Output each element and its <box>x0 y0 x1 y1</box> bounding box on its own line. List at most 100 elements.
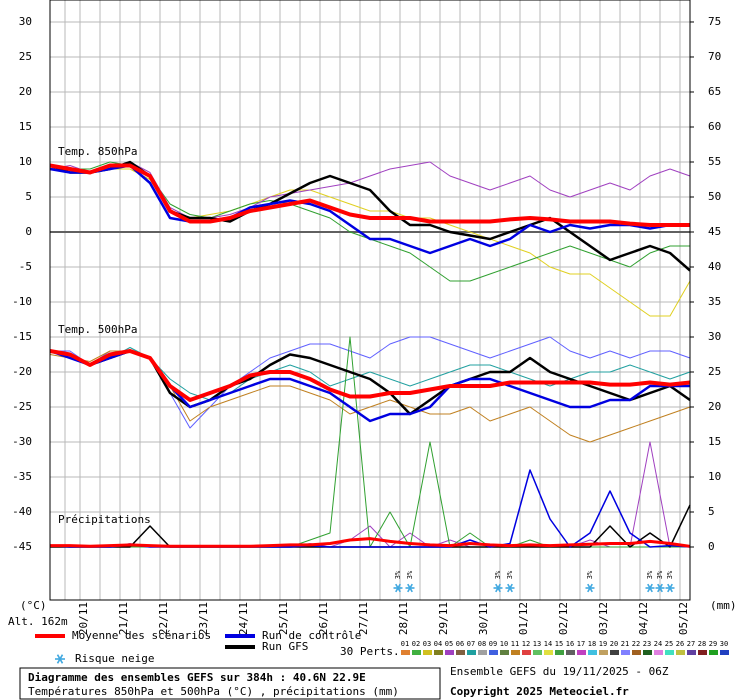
legend-label: Run de contrôle <box>262 629 361 642</box>
y-tick-label: 15 <box>19 120 32 133</box>
snowflake <box>655 583 665 593</box>
y-unit: (°C) <box>20 599 47 612</box>
snow-legend: Risque neige <box>75 652 154 665</box>
y2-unit: (mm) <box>710 599 737 612</box>
perturbation-swatch <box>632 650 641 655</box>
snowflake-arm <box>587 583 593 593</box>
perturbation-number: 03 <box>423 640 431 648</box>
perturbation-swatch <box>577 650 586 655</box>
x-tick-label: 20/11 <box>77 602 90 635</box>
title: Diagramme des ensembles GEFS sur 384h : … <box>28 671 366 684</box>
y-tick-label: -5 <box>19 260 32 273</box>
y2-tick-label: 65 <box>708 85 721 98</box>
snowflake-arm <box>407 583 413 593</box>
y2-tick-label: 5 <box>708 505 715 518</box>
y2-tick-label: 70 <box>708 50 721 63</box>
perturbation-swatch <box>489 650 498 655</box>
snowflake-arm <box>507 583 513 593</box>
perturbation-swatch <box>544 650 553 655</box>
y-tick-label: 10 <box>19 155 32 168</box>
perturbation-swatch <box>566 650 575 655</box>
subtitle: Températures 850hPa et 500hPa (°C) , pré… <box>28 685 399 698</box>
perturbation-number: 27 <box>687 640 695 648</box>
perturbation-swatch <box>610 650 619 655</box>
perturbation-number: 23 <box>643 640 651 648</box>
perturbation-number: 25 <box>665 640 673 648</box>
snowflake-arm <box>395 583 401 593</box>
snowflake <box>585 583 595 593</box>
annotation: Temp. 500hPa <box>58 323 137 336</box>
perturbation-number: 05 <box>445 640 453 648</box>
y-tick-label: -10 <box>12 295 32 308</box>
perturbation-number: 15 <box>555 640 563 648</box>
snow-risk-label: 3% <box>586 570 594 579</box>
y2-tick-label: 55 <box>708 155 721 168</box>
snowflake-arm <box>657 583 663 593</box>
legend-label: Run GFS <box>262 640 308 653</box>
x-tick-label: 30/11 <box>477 602 490 635</box>
annotation: Précipitations <box>58 513 151 526</box>
y2-tick-label: 25 <box>708 365 721 378</box>
perturbation-number: 28 <box>698 640 706 648</box>
snowflake-legend <box>55 654 65 664</box>
perturbation-number: 13 <box>533 640 541 648</box>
x-tick-label: 22/11 <box>157 602 170 635</box>
perturbation-swatch <box>698 650 707 655</box>
snow-risk-label: 3% <box>646 570 654 579</box>
perturbation-swatch <box>621 650 630 655</box>
snowflake <box>393 583 403 593</box>
y-tick-label: -25 <box>12 400 32 413</box>
run-info: Ensemble GEFS du 19/11/2025 - 06Z <box>450 665 669 678</box>
perturbation-number: 11 <box>511 640 519 648</box>
title-box <box>19 667 441 700</box>
perturbation-swatch <box>654 650 663 655</box>
snow-risk-label: 3% <box>666 570 674 579</box>
grid <box>50 0 690 600</box>
perturbation-number: 30 <box>720 640 728 648</box>
y2-tick-label: 40 <box>708 260 721 273</box>
perturbation-swatch <box>533 650 542 655</box>
series-line <box>49 164 690 255</box>
x-tick-label: 05/12 <box>677 602 690 635</box>
y2-tick-label: 60 <box>708 120 721 133</box>
perturbation-swatch <box>687 650 696 655</box>
altitude: Alt. 162m <box>8 615 68 628</box>
x-tick-label: 25/11 <box>277 602 290 635</box>
perturbation-swatch <box>401 650 410 655</box>
perturbation-number: 19 <box>599 640 607 648</box>
snow-risk-label: 3% <box>656 570 664 579</box>
perturbations-label: 30 Perts. <box>340 645 400 658</box>
perturbation-swatch <box>511 650 520 655</box>
perturbation-number: 04 <box>434 640 442 648</box>
snowflake <box>665 583 675 593</box>
perturbation-swatch <box>665 650 674 655</box>
perturbation-swatch <box>588 650 597 655</box>
perturbation-number: 16 <box>566 640 574 648</box>
perturbation-number: 12 <box>522 640 530 648</box>
perturbation-swatch <box>555 650 564 655</box>
perturbation-number: 18 <box>588 640 596 648</box>
x-tick-label: 04/12 <box>637 602 650 635</box>
y-tick-label: -35 <box>12 470 32 483</box>
y2-tick-label: 75 <box>708 15 721 28</box>
perturbation-number: 08 <box>478 640 486 648</box>
perturbation-number: 09 <box>489 640 497 648</box>
perturbation-swatch <box>720 650 729 655</box>
y2-tick-label: 20 <box>708 400 721 413</box>
perturbation-swatch <box>709 650 718 655</box>
snowflake <box>645 583 655 593</box>
y-tick-label: -30 <box>12 435 32 448</box>
perturbation-swatch <box>456 650 465 655</box>
plot-frame <box>49 0 691 601</box>
y2-tick-label: 10 <box>708 470 721 483</box>
series-line <box>49 349 691 402</box>
x-tick-label: 29/11 <box>437 602 450 635</box>
perturbation-number: 07 <box>467 640 475 648</box>
perturbation-swatch <box>676 650 685 655</box>
perturbation-swatch <box>467 650 476 655</box>
perturbation-number: 02 <box>412 640 420 648</box>
y-tick-label: 25 <box>19 50 32 63</box>
snowflake-arm <box>495 583 501 593</box>
